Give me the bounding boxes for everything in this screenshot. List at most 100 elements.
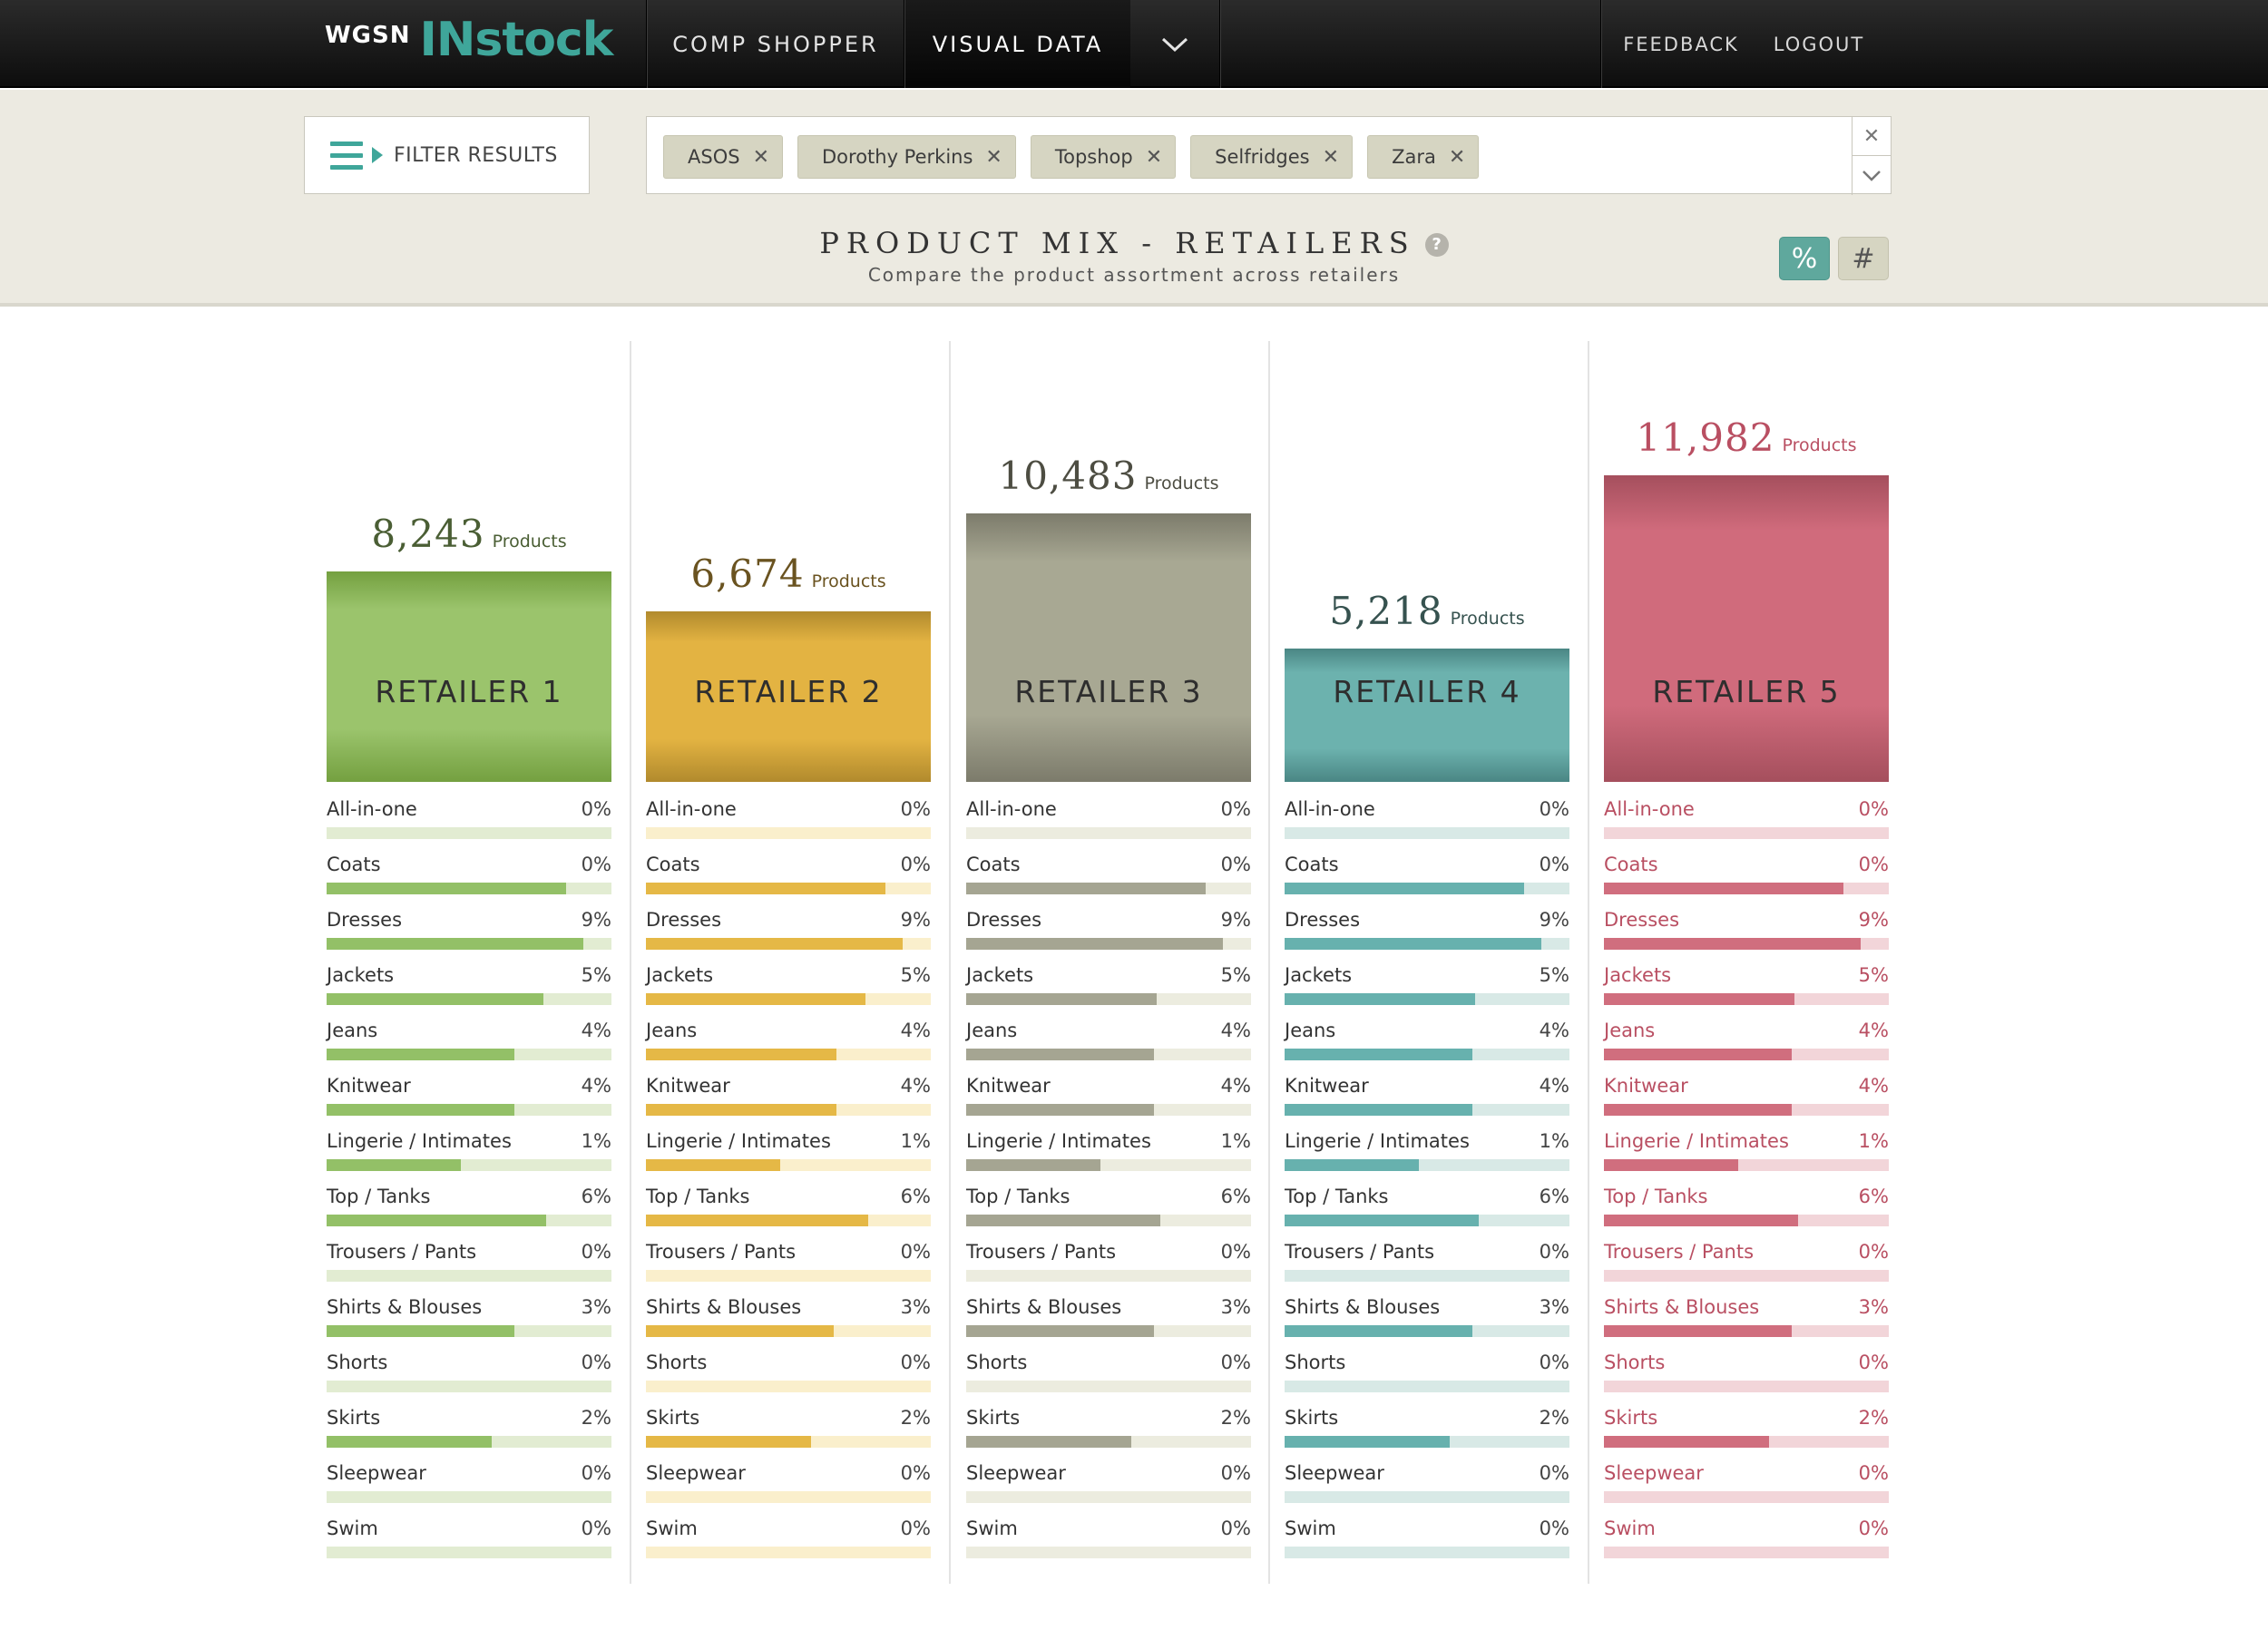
retailer-tag[interactable]: Dorothy Perkins ✕	[797, 135, 1016, 179]
category-row[interactable]: Sleepwear 0%	[1285, 1462, 1569, 1518]
category-row[interactable]: Coats 0%	[1285, 854, 1569, 909]
category-row[interactable]: Skirts 2%	[1285, 1407, 1569, 1462]
category-row[interactable]: Knitwear 4%	[966, 1075, 1251, 1130]
category-row[interactable]: Lingerie / Intimates 1%	[1604, 1130, 1889, 1186]
category-percent: 0%	[1539, 1462, 1569, 1484]
category-row[interactable]: Trousers / Pants 0%	[327, 1241, 611, 1296]
number-toggle[interactable]: #	[1838, 237, 1889, 280]
retailer-tag[interactable]: Topshop ✕	[1030, 135, 1177, 179]
category-row[interactable]: Top / Tanks 6%	[1285, 1186, 1569, 1241]
category-row[interactable]: Knitwear 4%	[1604, 1075, 1889, 1130]
category-row[interactable]: Lingerie / Intimates 1%	[1285, 1130, 1569, 1186]
retailer-volume-block[interactable]: RETAILER 2	[646, 611, 931, 782]
category-row[interactable]: Jeans 4%	[1285, 1020, 1569, 1075]
category-row[interactable]: Lingerie / Intimates 1%	[966, 1130, 1251, 1186]
tab-visual-data[interactable]: VISUAL DATA	[905, 0, 1130, 88]
category-row[interactable]: Swim 0%	[327, 1518, 611, 1573]
category-row[interactable]: Lingerie / Intimates 1%	[327, 1130, 611, 1186]
category-row[interactable]: Swim 0%	[966, 1518, 1251, 1573]
category-row[interactable]: All-in-one 0%	[1604, 798, 1889, 854]
category-row[interactable]: Skirts 2%	[327, 1407, 611, 1462]
category-row[interactable]: Shorts 0%	[1604, 1352, 1889, 1407]
retailer-volume-block[interactable]: RETAILER 5	[1604, 475, 1889, 782]
category-row[interactable]: Skirts 2%	[646, 1407, 931, 1462]
category-row[interactable]: Shirts & Blouses 3%	[1285, 1296, 1569, 1352]
category-row[interactable]: Top / Tanks 6%	[1604, 1186, 1889, 1241]
category-row[interactable]: Swim 0%	[1285, 1518, 1569, 1573]
nav-dropdown-button[interactable]	[1130, 0, 1219, 88]
category-row[interactable]: Jackets 5%	[646, 964, 931, 1020]
category-row[interactable]: Skirts 2%	[1604, 1407, 1889, 1462]
category-row[interactable]: Shorts 0%	[327, 1352, 611, 1407]
category-row[interactable]: Sleepwear 0%	[1604, 1462, 1889, 1518]
category-row[interactable]: Dresses 9%	[327, 909, 611, 964]
category-row[interactable]: Coats 0%	[646, 854, 931, 909]
retailer-tag-input[interactable]: ASOS ✕ Dorothy Perkins ✕ Topshop ✕ Selfridges ✕…	[646, 116, 1892, 195]
retailer-volume-block[interactable]: RETAILER 3	[966, 513, 1251, 782]
category-row[interactable]: Trousers / Pants 0%	[966, 1241, 1251, 1296]
category-row[interactable]: Top / Tanks 6%	[646, 1186, 931, 1241]
category-row[interactable]: Sleepwear 0%	[327, 1462, 611, 1518]
tab-comp-shopper[interactable]: COMP SHOPPER	[672, 31, 879, 57]
remove-tag-icon[interactable]: ✕	[1448, 145, 1466, 169]
category-row[interactable]: All-in-one 0%	[646, 798, 931, 854]
tags-dropdown-button[interactable]	[1853, 156, 1891, 195]
remove-tag-icon[interactable]: ✕	[1322, 145, 1340, 169]
help-icon[interactable]: ?	[1424, 232, 1449, 257]
retailer-volume-block[interactable]: RETAILER 1	[327, 571, 611, 782]
category-row[interactable]: Swim 0%	[646, 1518, 931, 1573]
filter-results-button[interactable]: FILTER RESULTS	[304, 116, 590, 194]
category-row[interactable]: Coats 0%	[327, 854, 611, 909]
logout-link[interactable]: LOGOUT	[1773, 33, 1865, 55]
category-row[interactable]: Dresses 9%	[646, 909, 931, 964]
retailer-tag[interactable]: ASOS ✕	[663, 135, 783, 179]
category-row[interactable]: All-in-one 0%	[966, 798, 1251, 854]
category-row[interactable]: Trousers / Pants 0%	[1604, 1241, 1889, 1296]
feedback-link[interactable]: FEEDBACK	[1623, 33, 1739, 55]
category-row[interactable]: Jeans 4%	[327, 1020, 611, 1075]
category-row[interactable]: Shorts 0%	[1285, 1352, 1569, 1407]
category-row[interactable]: Trousers / Pants 0%	[646, 1241, 931, 1296]
category-row[interactable]: All-in-one 0%	[327, 798, 611, 854]
percent-toggle[interactable]: %	[1779, 237, 1830, 280]
category-row[interactable]: Knitwear 4%	[646, 1075, 931, 1130]
category-row[interactable]: Sleepwear 0%	[646, 1462, 931, 1518]
category-row[interactable]: Top / Tanks 6%	[966, 1186, 1251, 1241]
category-row[interactable]: Lingerie / Intimates 1%	[646, 1130, 931, 1186]
remove-tag-icon[interactable]: ✕	[985, 145, 1002, 169]
retailer-volume-block[interactable]: RETAILER 4	[1285, 649, 1569, 782]
remove-tag-icon[interactable]: ✕	[1145, 145, 1163, 169]
category-row[interactable]: Shirts & Blouses 3%	[327, 1296, 611, 1352]
category-row[interactable]: Shirts & Blouses 3%	[1604, 1296, 1889, 1352]
retailer-tag[interactable]: Zara ✕	[1367, 135, 1480, 179]
category-row[interactable]: All-in-one 0%	[1285, 798, 1569, 854]
category-row[interactable]: Shorts 0%	[966, 1352, 1251, 1407]
category-row[interactable]: Shirts & Blouses 3%	[966, 1296, 1251, 1352]
category-row[interactable]: Jackets 5%	[966, 964, 1251, 1020]
category-percent: 0%	[1539, 854, 1569, 875]
category-row[interactable]: Dresses 9%	[1604, 909, 1889, 964]
category-row[interactable]: Dresses 9%	[1285, 909, 1569, 964]
category-row[interactable]: Dresses 9%	[966, 909, 1251, 964]
category-row[interactable]: Jackets 5%	[327, 964, 611, 1020]
wgsn-instock-logo[interactable]: WGSN INstock	[325, 13, 613, 76]
category-row[interactable]: Jeans 4%	[1604, 1020, 1889, 1075]
category-row[interactable]: Top / Tanks 6%	[327, 1186, 611, 1241]
category-row[interactable]: Shirts & Blouses 3%	[646, 1296, 931, 1352]
category-row[interactable]: Coats 0%	[1604, 854, 1889, 909]
category-row[interactable]: Skirts 2%	[966, 1407, 1251, 1462]
retailer-tag[interactable]: Selfridges ✕	[1190, 135, 1354, 179]
category-row[interactable]: Knitwear 4%	[327, 1075, 611, 1130]
category-row[interactable]: Shorts 0%	[646, 1352, 931, 1407]
category-row[interactable]: Swim 0%	[1604, 1518, 1889, 1573]
category-row[interactable]: Jackets 5%	[1285, 964, 1569, 1020]
category-row[interactable]: Jackets 5%	[1604, 964, 1889, 1020]
remove-tag-icon[interactable]: ✕	[752, 145, 769, 169]
category-row[interactable]: Jeans 4%	[966, 1020, 1251, 1075]
category-row[interactable]: Knitwear 4%	[1285, 1075, 1569, 1130]
category-row[interactable]: Trousers / Pants 0%	[1285, 1241, 1569, 1296]
clear-tags-button[interactable]: ✕	[1853, 117, 1891, 156]
category-row[interactable]: Sleepwear 0%	[966, 1462, 1251, 1518]
category-row[interactable]: Jeans 4%	[646, 1020, 931, 1075]
category-row[interactable]: Coats 0%	[966, 854, 1251, 909]
